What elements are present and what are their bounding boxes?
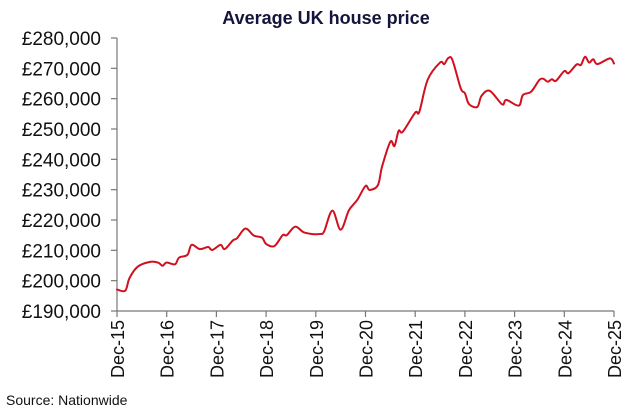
x-tick-label: Dec-24	[555, 320, 575, 378]
y-tick-label: £230,000	[22, 181, 101, 202]
y-tick-label: £270,000	[22, 59, 101, 80]
y-tick-label: £200,000	[22, 272, 101, 293]
x-tick-label: Dec-22	[456, 320, 476, 378]
y-tick-label: £210,000	[22, 241, 101, 262]
y-tick-label: £240,000	[22, 150, 101, 171]
y-tick-label: £190,000	[22, 302, 101, 323]
x-tick-label: Dec-16	[158, 320, 178, 378]
x-tick-label: Dec-20	[357, 320, 377, 378]
chart-title: Average UK house price	[222, 8, 429, 28]
x-axis: Dec-15 Dec-16 Dec-17 Dec-18 Dec-19 Dec-20 Dec-…	[108, 310, 625, 378]
price-line	[116, 55, 615, 293]
x-tick-label: Dec-19	[307, 320, 327, 378]
y-tick-label: £250,000	[22, 120, 101, 141]
y-tick-label: £220,000	[22, 211, 101, 232]
y-tick-label: £280,000	[22, 29, 101, 50]
source-note: Source: Nationwide	[6, 392, 128, 408]
y-axis: £190,000 £200,000 £210,000 £220,000 £230,000…	[22, 29, 118, 323]
y-tick-label: £260,000	[22, 90, 101, 111]
plot-area	[116, 55, 615, 293]
x-tick-label: Dec-17	[207, 320, 227, 378]
x-tick-label: Dec-23	[506, 320, 526, 378]
x-tick-label: Dec-18	[257, 320, 277, 378]
x-tick-label: Dec-21	[406, 320, 426, 378]
x-tick-label: Dec-25	[605, 320, 625, 378]
x-tick-label: Dec-15	[108, 320, 128, 378]
